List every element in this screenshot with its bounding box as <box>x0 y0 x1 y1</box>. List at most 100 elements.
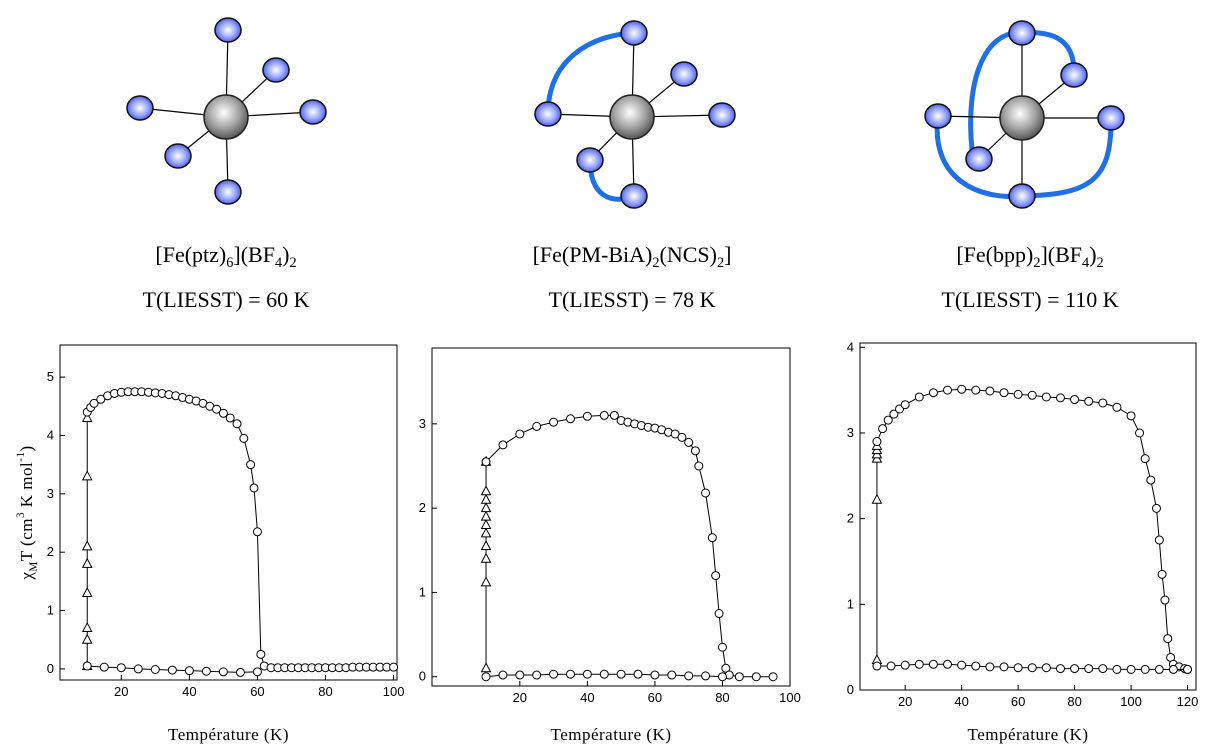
x-tick-label: 20 <box>898 694 912 709</box>
circle-point <box>252 667 262 677</box>
circle-point <box>650 670 660 680</box>
text-segment: ](BF <box>233 242 275 267</box>
x-tick-label: 40 <box>580 690 594 705</box>
circle-point <box>928 659 938 669</box>
subscript: 2 <box>1097 255 1104 271</box>
triangle-point <box>871 493 883 504</box>
circle-point <box>717 642 727 652</box>
circle-point <box>252 527 262 537</box>
circle-point <box>549 669 559 679</box>
circle-point <box>1183 664 1193 674</box>
y-tick-label: 1 <box>847 596 854 611</box>
formula: [Fe(ptz)6](BF4)2 <box>155 242 296 271</box>
text-segment: (NCS) <box>660 242 717 267</box>
circle-point <box>1098 664 1108 674</box>
text-segment: [Fe(ptz) <box>155 242 226 267</box>
circle-point <box>481 672 491 682</box>
circle-point <box>1160 595 1170 605</box>
x-tick-label: 100 <box>383 684 405 699</box>
circle-point <box>1098 398 1108 408</box>
circle-point <box>684 437 694 447</box>
circle-point <box>89 398 99 408</box>
triangle-point <box>480 540 492 551</box>
circle-point <box>889 409 899 419</box>
x-tick-label: 40 <box>954 694 968 709</box>
circle-point <box>971 661 981 671</box>
circle-point <box>1168 664 1178 674</box>
ligand-atom <box>214 179 242 205</box>
y-tick-label: 0 <box>419 669 426 684</box>
circle-point <box>389 662 399 672</box>
circle-point <box>1013 389 1023 399</box>
y-tick-label: 1 <box>419 584 426 599</box>
circle-point <box>701 671 711 681</box>
circle-point <box>609 410 619 420</box>
circle-point <box>582 669 592 679</box>
circle-point <box>957 660 967 670</box>
circle-point <box>667 670 677 680</box>
ligand-atom <box>299 99 327 125</box>
ligand-atom <box>214 17 242 43</box>
circle-point <box>565 414 575 424</box>
circle-point <box>872 661 882 671</box>
ligand-atom <box>262 57 290 83</box>
series-line <box>86 391 394 669</box>
plot-frame <box>859 342 1197 691</box>
ligand-atom <box>126 95 154 121</box>
ligand-atom <box>620 183 648 209</box>
circle-point <box>1055 664 1065 674</box>
circle-point <box>872 437 882 447</box>
circle-point <box>256 649 266 659</box>
subscript: 4 <box>275 255 282 271</box>
circle-point <box>99 662 109 672</box>
circle-point <box>717 672 727 682</box>
circle-point <box>616 669 626 679</box>
y-tick-label: 2 <box>47 544 54 559</box>
y-tick-label: 3 <box>47 486 54 501</box>
circle-point <box>565 669 575 679</box>
circle-point <box>1140 454 1150 464</box>
circle-point <box>714 609 724 619</box>
circle-point <box>707 533 717 543</box>
triangle-point <box>480 485 492 496</box>
ligand-atom <box>534 101 562 127</box>
circle-point <box>1126 664 1136 674</box>
subscript: 4 <box>1082 255 1089 271</box>
circle-point <box>498 670 508 680</box>
circle-point <box>549 417 559 427</box>
circle-point <box>677 432 687 442</box>
circle-point <box>943 385 953 395</box>
text-segment: ] <box>724 242 731 267</box>
iron-atom <box>609 94 655 140</box>
ligand-atom <box>164 143 192 169</box>
circle-point <box>582 411 592 421</box>
x-tick-label: 40 <box>182 684 196 699</box>
text-segment: χ <box>17 572 36 581</box>
x-tick-label: 120 <box>1177 694 1199 709</box>
circle-point <box>957 384 967 394</box>
circle-point <box>900 660 910 670</box>
circle-point <box>1146 475 1156 485</box>
circle-point <box>1154 535 1164 545</box>
circle-point <box>1112 402 1122 412</box>
circle-point <box>900 400 910 410</box>
plot-frame <box>431 347 791 687</box>
circle-point <box>999 662 1009 672</box>
circle-point <box>690 446 700 456</box>
y-tick-label: 4 <box>47 427 54 442</box>
circle-point <box>1157 569 1167 579</box>
circle-point <box>985 386 995 396</box>
circle-point <box>532 421 542 431</box>
y-tick-label: 3 <box>419 416 426 431</box>
x-tick-label: 100 <box>779 690 801 705</box>
circle-point <box>218 408 228 418</box>
ligand-atom <box>924 103 952 129</box>
circle-point <box>1084 396 1094 406</box>
triangle-point <box>480 662 492 673</box>
subscript: 6 <box>226 255 233 271</box>
triangle-point <box>480 493 492 504</box>
circle-point <box>239 433 249 443</box>
x-tick-label: 100 <box>1120 694 1142 709</box>
circle-point <box>1013 663 1023 673</box>
